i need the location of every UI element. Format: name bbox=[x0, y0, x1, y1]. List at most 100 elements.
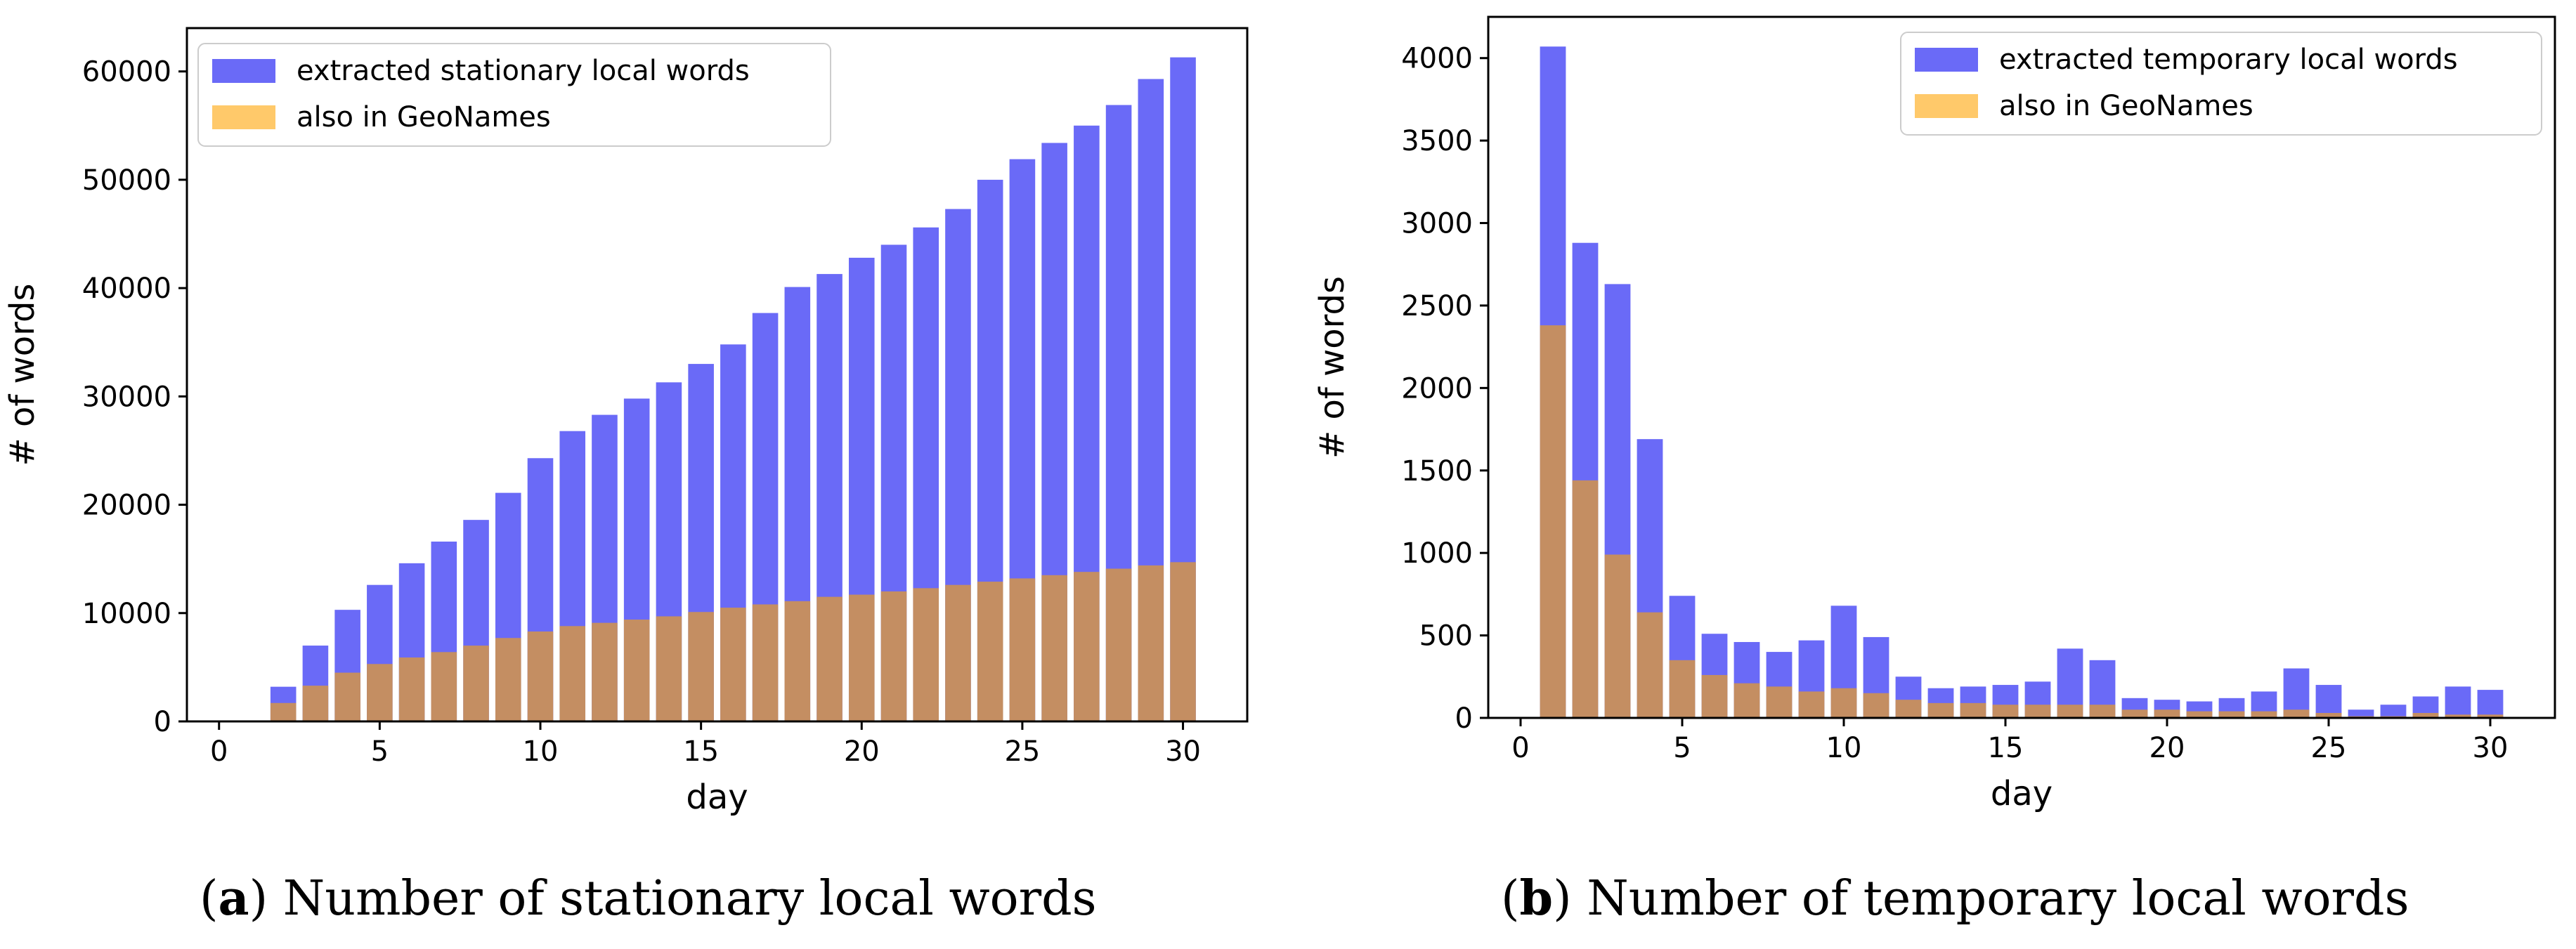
y-tick-label: 500 bbox=[1419, 620, 1473, 653]
legend-swatch bbox=[212, 59, 275, 83]
x-axis-label: day bbox=[686, 778, 748, 817]
bar bbox=[623, 620, 650, 721]
legend: extracted temporary local words also in G… bbox=[1900, 32, 2542, 136]
bar bbox=[2089, 705, 2116, 718]
caption-b: (b) Number of temporary local words bbox=[1501, 870, 2409, 927]
legend-box bbox=[197, 43, 831, 147]
x-tick-label: 5 bbox=[371, 735, 389, 768]
bar bbox=[2348, 709, 2374, 718]
legend-swatch bbox=[1915, 48, 1978, 72]
bar bbox=[1170, 562, 1196, 721]
y-tick-label: 3500 bbox=[1401, 125, 1473, 157]
bar bbox=[1960, 702, 1986, 718]
bar bbox=[1927, 702, 1954, 718]
bar bbox=[2380, 705, 2407, 718]
bar bbox=[848, 594, 875, 721]
bar bbox=[1669, 660, 1696, 718]
y-tick-label: 60000 bbox=[82, 56, 171, 89]
legend-label: extracted temporary local words bbox=[1999, 44, 2458, 76]
bar bbox=[1041, 575, 1067, 721]
y-tick-label: 50000 bbox=[82, 164, 171, 197]
series-extracted bbox=[1540, 46, 2504, 719]
legend-swatch bbox=[1915, 94, 1978, 118]
caption-b-text: ) Number of temporary local words bbox=[1553, 871, 2409, 927]
bar bbox=[495, 638, 521, 721]
bar bbox=[592, 622, 618, 721]
series-geonames bbox=[1540, 325, 2504, 718]
x-tick-label: 20 bbox=[844, 735, 880, 768]
bar bbox=[656, 616, 682, 721]
bar bbox=[1766, 686, 1793, 718]
bar bbox=[880, 591, 907, 721]
plot-frame bbox=[186, 27, 1249, 723]
bar bbox=[688, 612, 714, 721]
plot-frame bbox=[1487, 15, 2556, 719]
legend-label: also in GeoNames bbox=[1999, 90, 2253, 122]
bar bbox=[2121, 709, 2148, 718]
bar bbox=[784, 601, 811, 721]
bar bbox=[2445, 714, 2471, 718]
x-tick-label: 30 bbox=[2473, 732, 2509, 764]
bar bbox=[1701, 674, 1728, 718]
y-tick-label: 10000 bbox=[82, 598, 171, 630]
y-tick-label: 1000 bbox=[1401, 537, 1473, 570]
legend-swatch bbox=[212, 105, 275, 129]
y-tick-label: 30000 bbox=[82, 381, 171, 413]
bar bbox=[2218, 711, 2245, 718]
bar bbox=[1540, 325, 1566, 718]
bar bbox=[334, 672, 360, 721]
legend-label: also in GeoNames bbox=[297, 101, 551, 133]
bar bbox=[2477, 690, 2504, 718]
chart-stationary-local-words: 0 5 10 15 20 25 30 0 10000 20000 30000 40000 50000 60… bbox=[3, 27, 1249, 817]
bar bbox=[2283, 709, 2310, 718]
bar bbox=[270, 702, 297, 721]
bar bbox=[527, 631, 554, 721]
bar bbox=[2024, 705, 2051, 718]
bar bbox=[2283, 668, 2310, 718]
y-tick-label: 40000 bbox=[82, 273, 171, 305]
y-tick-label: 0 bbox=[154, 706, 171, 738]
x-axis-label: day bbox=[1991, 774, 2053, 813]
legend-label: extracted stationary local words bbox=[297, 55, 750, 87]
bar bbox=[2154, 709, 2180, 718]
bar bbox=[945, 584, 971, 721]
bar bbox=[2315, 712, 2342, 718]
bar bbox=[817, 596, 843, 721]
bar bbox=[1637, 612, 1663, 718]
bar bbox=[1105, 568, 1132, 721]
bar bbox=[463, 646, 489, 721]
y-axis-label: # of words bbox=[3, 284, 42, 466]
bar bbox=[302, 686, 329, 721]
y-tick-label: 2000 bbox=[1401, 372, 1473, 405]
bar bbox=[431, 652, 457, 721]
y-tick-label: 1500 bbox=[1401, 455, 1473, 487]
bar bbox=[1733, 683, 1760, 718]
x-tick-label: 0 bbox=[1511, 732, 1529, 764]
x-tick-label: 20 bbox=[2149, 732, 2185, 764]
x-tick-label: 10 bbox=[1826, 732, 1862, 764]
bar bbox=[1572, 480, 1599, 718]
y-tick-label: 20000 bbox=[82, 490, 171, 522]
series-geonames bbox=[270, 562, 1196, 721]
y-tick-label: 0 bbox=[1455, 702, 1473, 735]
bar bbox=[2057, 705, 2083, 718]
bar bbox=[1604, 554, 1631, 718]
x-tick-label: 15 bbox=[1988, 732, 2024, 764]
bar bbox=[977, 582, 1003, 721]
bar bbox=[1992, 705, 2019, 718]
y-tick-label: 4000 bbox=[1401, 43, 1473, 75]
bar bbox=[1798, 691, 1825, 718]
x-tick-label: 25 bbox=[2311, 732, 2347, 764]
caption-a-letter: a bbox=[219, 870, 249, 927]
y-tick-label: 2500 bbox=[1401, 290, 1473, 322]
caption-a-text: ) Number of stationary local words bbox=[249, 871, 1097, 927]
bar bbox=[1863, 693, 1889, 718]
x-tick-label: 10 bbox=[523, 735, 559, 768]
bar bbox=[2477, 714, 2504, 718]
x-tick-label: 0 bbox=[210, 735, 228, 768]
bar bbox=[2412, 712, 2439, 718]
chart-temporary-local-words: 0 5 10 15 20 25 30 0 500 1000 1500 2000 2500 3000 3500… bbox=[1313, 15, 2556, 813]
caption-b-letter: b bbox=[1520, 870, 1554, 927]
legend: extracted stationary local words also in … bbox=[197, 43, 831, 147]
